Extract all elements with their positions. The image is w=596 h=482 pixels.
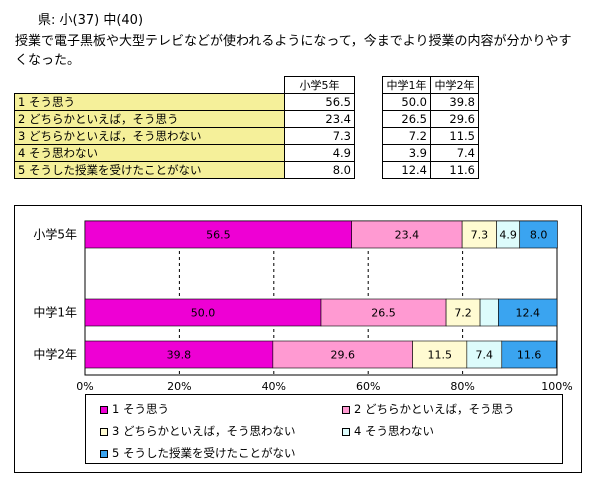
data-label: 7.4 bbox=[476, 349, 494, 362]
bar-segment bbox=[84, 298, 322, 327]
legend-item-2: 2 どちらかといえば，そう思う bbox=[342, 401, 514, 417]
cell-j2: 11.6 bbox=[430, 161, 479, 179]
legend-label-5: 5 そうした授業を受けたことがない bbox=[112, 446, 296, 460]
bar-segment bbox=[461, 220, 497, 249]
row-label: 5 そうした授業を受けたことがない bbox=[14, 161, 285, 179]
bar-segment bbox=[272, 340, 413, 369]
bar-segment bbox=[501, 340, 557, 369]
cell-e5: 8.0 bbox=[284, 161, 355, 179]
bar-segment bbox=[412, 340, 468, 369]
legend-swatch-4 bbox=[342, 427, 350, 436]
data-label: 11.5 bbox=[427, 349, 452, 362]
data-label: 7.3 bbox=[471, 229, 489, 242]
data-label: 26.5 bbox=[371, 307, 396, 320]
data-label: 4.9 bbox=[499, 229, 517, 242]
data-label: 23.4 bbox=[395, 229, 420, 242]
legend-item-5: 5 そうした授業を受けたことがない bbox=[100, 445, 295, 461]
legend-swatch-5 bbox=[100, 449, 108, 458]
legend-item-1: 1 そう思う bbox=[100, 401, 169, 417]
data-label: 50.0 bbox=[191, 307, 216, 320]
legend-item-4: 4 そう思わない bbox=[342, 423, 434, 439]
results-table-junior: 中学1年 中学2年 50.0 39.8 26.5 29.6 7.2 11.5 3.9 7… bbox=[382, 76, 479, 179]
bar-segment bbox=[84, 220, 352, 249]
header-title: 県: 小(37) 中(40) bbox=[38, 13, 144, 28]
category-label: 中学1年 bbox=[33, 305, 77, 320]
data-label: 39.8 bbox=[167, 349, 192, 362]
bar-segment bbox=[498, 298, 558, 327]
results-table-elementary: 小学5年 1 そう思う 56.5 2 どちらかといえば，そう思う 23.4 3 どち… bbox=[14, 76, 355, 179]
cell-e5: 56.5 bbox=[284, 93, 355, 111]
data-label: 56.5 bbox=[206, 229, 231, 242]
data-label: 12.4 bbox=[515, 307, 540, 320]
legend-item-3: 3 どちらかといえば，そう思わない bbox=[100, 423, 295, 439]
data-label: 29.6 bbox=[330, 349, 355, 362]
legend-label-1: 1 そう思う bbox=[112, 402, 169, 416]
question-text: 授業で電子黒板や大型テレビなどが使われるようになって，今までより授業の内容が分か… bbox=[15, 34, 572, 68]
cell-j2: 39.8 bbox=[430, 93, 479, 111]
bar-segment bbox=[466, 340, 503, 369]
bar-segment bbox=[479, 298, 499, 327]
bar-segment bbox=[445, 298, 481, 327]
data-label: 11.6 bbox=[517, 349, 542, 362]
chart-legend: 1 そう思う 2 どちらかといえば，そう思う 3 どちらかといえば，そう思わない… bbox=[85, 394, 563, 464]
row-label: 4 そう思わない bbox=[14, 144, 285, 162]
category-label: 中学2年 bbox=[33, 347, 77, 362]
legend-label-4: 4 そう思わない bbox=[354, 424, 434, 438]
legend-swatch-1 bbox=[100, 405, 108, 414]
bar-segment bbox=[84, 340, 274, 369]
col-header-e5: 小学5年 bbox=[284, 76, 355, 94]
x-tick-label: 100% bbox=[541, 380, 572, 393]
legend-swatch-3 bbox=[100, 427, 108, 436]
legend-label-2: 2 どちらかといえば，そう思う bbox=[354, 402, 515, 416]
chart-frame bbox=[14, 205, 582, 473]
cell-e5: 23.4 bbox=[284, 110, 355, 128]
x-tick-label: 80% bbox=[450, 380, 474, 393]
x-tick-label: 60% bbox=[356, 380, 380, 393]
legend-swatch-2 bbox=[342, 405, 350, 414]
legend-label-3: 3 どちらかといえば，そう思わない bbox=[112, 424, 296, 438]
bar-segment bbox=[519, 220, 558, 249]
category-label: 小学5年 bbox=[33, 227, 77, 242]
x-tick-label: 40% bbox=[262, 380, 286, 393]
x-tick-label: 20% bbox=[167, 380, 191, 393]
cell-j1: 12.4 bbox=[382, 161, 431, 179]
cell-e5: 4.9 bbox=[284, 144, 355, 162]
row-label: 1 そう思う bbox=[14, 93, 285, 111]
row-label: 3 どちらかといえば，そう思わない bbox=[14, 127, 285, 145]
x-tick-label: 0% bbox=[76, 380, 93, 393]
data-label: 8.0 bbox=[530, 229, 548, 242]
data-label: 7.2 bbox=[454, 307, 472, 320]
